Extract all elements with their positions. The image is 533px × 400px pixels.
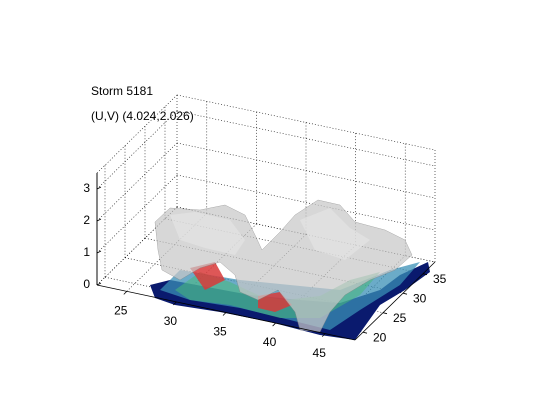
grid-line (176, 174, 436, 231)
y-tick (422, 273, 428, 276)
z-tick-label: 2 (83, 213, 90, 227)
isosurface (150, 199, 430, 340)
y-tick-label: 25 (393, 311, 407, 325)
grid-line (96, 142, 178, 222)
chart-title: Storm 5181 (91, 84, 153, 98)
z-tick-label: 3 (83, 181, 90, 195)
y-tick-label: 35 (433, 272, 447, 286)
x-tick-label: 30 (164, 314, 178, 328)
z-tick (96, 186, 102, 190)
grid-line (176, 110, 436, 167)
grid-line (96, 174, 178, 254)
y-tick (402, 292, 408, 295)
z-tick (96, 250, 102, 254)
x-tick (272, 322, 276, 327)
y-axis (354, 261, 436, 341)
y-tick-label: 30 (413, 291, 427, 305)
axes: 25 30 35 40 45 20 25 30 35 0 1 2 3 (83, 173, 447, 360)
x-tick (222, 312, 227, 316)
x-tick (123, 291, 128, 295)
z-tick-label: 0 (83, 277, 90, 291)
y-tick-label: 20 (373, 330, 387, 344)
x-tick-label: 25 (114, 304, 128, 318)
grid-line (176, 142, 436, 199)
x-tick (321, 333, 326, 337)
grid-line (96, 110, 178, 190)
x-tick-label: 40 (263, 335, 277, 349)
z-tick (96, 282, 102, 286)
y-tick (382, 312, 388, 315)
chart-subtitle: (U,V) (4.024,2.026) (91, 109, 194, 123)
x-tick (173, 301, 177, 306)
box-edge (96, 94, 178, 174)
surface-shell (300, 208, 370, 260)
box-edge (176, 94, 436, 151)
z-tick (96, 218, 102, 222)
x-tick-label: 35 (213, 325, 227, 339)
y-tick (362, 331, 368, 334)
x-tick-label: 45 (313, 346, 327, 360)
surface-shell (170, 212, 245, 255)
z-tick-label: 1 (83, 245, 90, 259)
